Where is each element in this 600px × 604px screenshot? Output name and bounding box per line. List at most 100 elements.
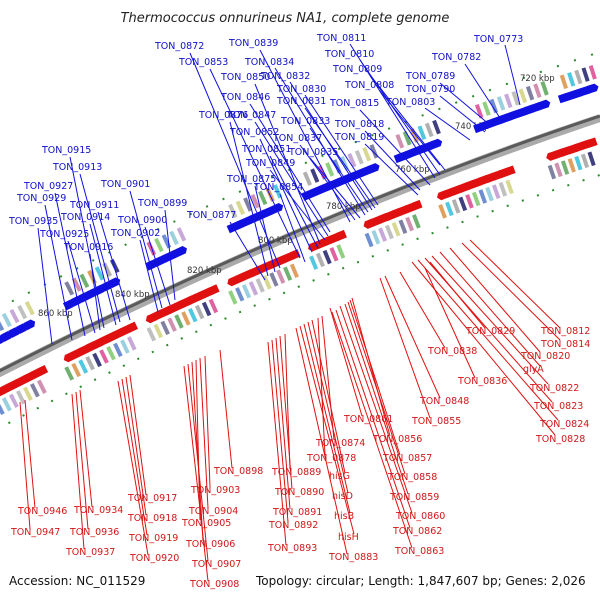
gene-label: TON_0857 xyxy=(382,453,432,464)
ruler-label: 800 kbp xyxy=(258,236,293,246)
gene-label: TON_0833 xyxy=(280,116,330,127)
gene-block xyxy=(24,301,35,316)
leader-line xyxy=(89,223,117,326)
gene-block xyxy=(525,85,535,101)
gene-label: TON_0824 xyxy=(539,419,589,430)
gene-block xyxy=(174,314,184,329)
map-title: Thermococcus onnurineus NA1, complete ge… xyxy=(121,11,450,26)
gene-label: TON_0832 xyxy=(260,71,310,82)
gene-label: TON_0934 xyxy=(73,505,123,516)
gene-label: TON_0875 xyxy=(226,174,276,185)
gene-block xyxy=(474,104,484,119)
leader-line xyxy=(269,155,319,249)
gene-label: TON_0815 xyxy=(329,98,379,109)
forward-gene-arrow xyxy=(271,203,284,214)
forward-gene-arrow xyxy=(0,331,13,342)
gene-block xyxy=(322,249,332,265)
leader-line xyxy=(379,277,431,419)
gene-label: TON_0947 xyxy=(10,527,60,538)
gene-label: TON_0803 xyxy=(385,97,435,108)
gene-block xyxy=(8,393,19,408)
leader-line xyxy=(129,190,163,309)
leader-line xyxy=(139,239,159,313)
leader-line xyxy=(461,242,561,341)
gene-label: TON_0890 xyxy=(274,487,324,498)
forward-gene-arrow xyxy=(108,277,121,289)
gene-label: TON_0838 xyxy=(427,346,477,357)
ruler: 720 kbp 740 kbp 760 kbp 780 kbp 800 kbp … xyxy=(38,74,555,319)
gene-label: TON_0846 xyxy=(220,92,270,103)
reverse-gene-arrow xyxy=(503,165,516,176)
gene-label: TON_0911 xyxy=(69,200,119,211)
gene-label: TON_0916 xyxy=(63,242,113,253)
gene-block xyxy=(0,400,5,416)
gene-block xyxy=(336,244,346,259)
forward-gene-arrow xyxy=(160,253,172,264)
leader-line xyxy=(69,156,105,329)
leader-line xyxy=(349,299,401,456)
gene-block xyxy=(533,83,542,98)
leader-line xyxy=(439,251,541,367)
gene-block xyxy=(309,255,319,270)
leader-line xyxy=(254,83,321,245)
gene-label: TON_0905 xyxy=(181,518,231,529)
gene-block xyxy=(438,204,447,219)
gene-block xyxy=(208,298,219,314)
gene-block xyxy=(540,81,549,96)
gene-block xyxy=(250,193,260,209)
gene-block xyxy=(371,230,381,245)
leader-line xyxy=(219,349,233,469)
leader-line xyxy=(229,221,266,281)
gene-label: TON_0809 xyxy=(332,64,382,75)
genome-backbone xyxy=(0,114,600,373)
reverse-gene-arrow xyxy=(585,137,598,148)
leader-line xyxy=(164,209,176,301)
gene-block xyxy=(412,214,421,229)
leader-line xyxy=(309,157,361,219)
gene-block xyxy=(491,184,501,199)
gene-block xyxy=(417,125,427,140)
leader-line xyxy=(71,393,85,550)
leader-line xyxy=(339,305,413,514)
gene-block xyxy=(1,312,12,328)
gene-block xyxy=(99,349,109,364)
leader-line xyxy=(329,307,363,417)
gene-block xyxy=(505,179,514,195)
leader-line xyxy=(439,82,491,126)
gene-block xyxy=(64,366,75,381)
leader-line xyxy=(351,297,391,437)
reverse-gene-arrow xyxy=(126,321,139,333)
gene-label: TON_0849 xyxy=(245,158,295,169)
leader-line xyxy=(439,95,486,133)
gene-label: TON_0907 xyxy=(191,559,241,570)
genome-summary-text: Topology: circular; Length: 1,847,607 bp… xyxy=(255,574,586,588)
leader-line xyxy=(369,74,446,171)
gene-block xyxy=(160,320,170,336)
ruler-label: 820 kbp xyxy=(187,266,222,276)
gene-block xyxy=(478,189,488,204)
forward-gene-arrow xyxy=(430,138,443,150)
gene-label: TON_0858 xyxy=(387,472,437,483)
leader-line xyxy=(307,321,349,494)
leader-line xyxy=(317,317,326,456)
leader-line xyxy=(79,173,121,323)
leader-line xyxy=(429,261,486,329)
leader-line xyxy=(359,109,431,186)
leader-line xyxy=(44,204,73,341)
leader-line xyxy=(129,374,147,496)
gene-block xyxy=(588,65,597,80)
gene-block xyxy=(201,301,212,317)
gene-block xyxy=(498,182,508,197)
gene-block xyxy=(22,386,33,401)
leader-line xyxy=(183,365,209,582)
leader-line xyxy=(259,138,313,253)
reverse-gene-arrow xyxy=(410,199,423,211)
gene-block xyxy=(384,224,394,240)
leader-line xyxy=(384,275,441,399)
gene-label: TON_0929 xyxy=(16,193,66,204)
gene-label: TON_0836 xyxy=(457,376,507,387)
leader-line xyxy=(321,315,335,441)
leader-line xyxy=(304,94,379,206)
gene-block xyxy=(567,158,576,173)
